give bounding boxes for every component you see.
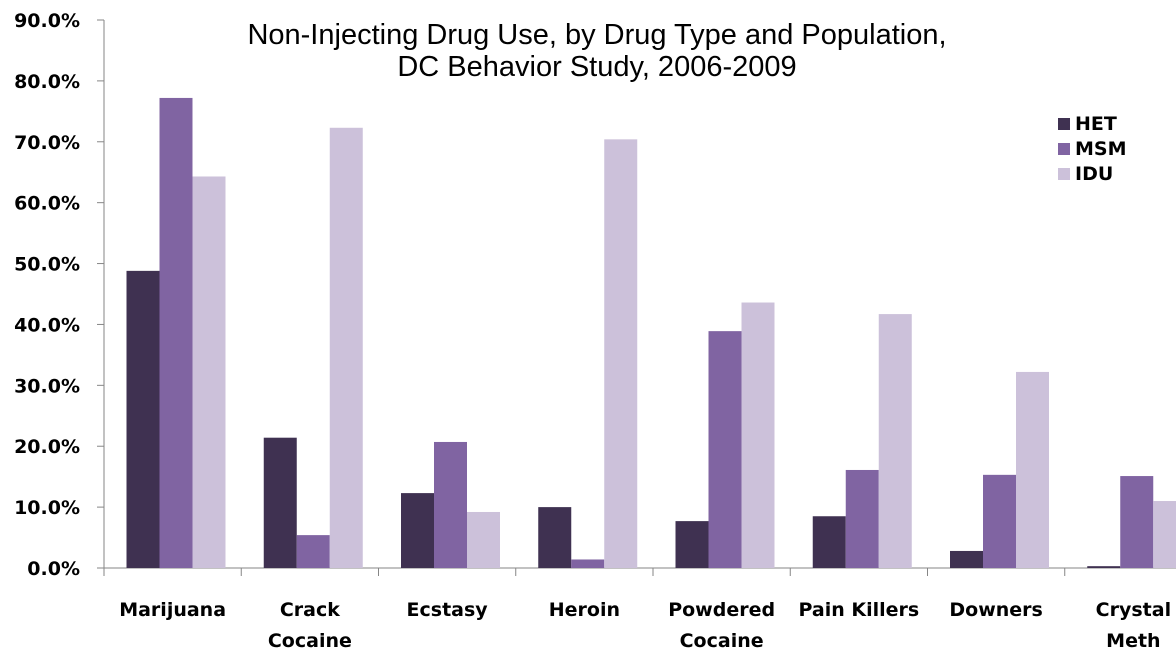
bar-het — [812, 516, 846, 568]
bar-msm — [296, 535, 330, 568]
bar-idu — [604, 139, 638, 568]
legend-label-msm: MSM — [1075, 138, 1127, 160]
y-tick-label: 70.0% — [14, 132, 80, 154]
bar-idu — [1016, 371, 1049, 568]
x-tick-label: Powdered Cocaine — [668, 599, 775, 652]
x-tick-label: Pain Killers — [799, 599, 920, 621]
legend-swatch-het — [1058, 118, 1070, 130]
legend-label-het: HET — [1075, 113, 1117, 135]
bar-idu — [741, 302, 775, 568]
legend-swatch-idu — [1058, 168, 1070, 180]
bar-msm — [434, 441, 467, 568]
bar-het — [538, 507, 572, 568]
x-tick-label: Ecstasy — [407, 599, 489, 621]
legend-label-idu: IDU — [1075, 163, 1113, 185]
y-tick-label: 60.0% — [14, 193, 80, 215]
bar-het — [401, 493, 434, 568]
bar-het — [1087, 566, 1121, 568]
legend-swatch-msm — [1058, 143, 1070, 155]
bar-msm — [983, 474, 1016, 568]
y-tick-label: 30.0% — [14, 375, 80, 397]
bar-msm — [845, 469, 879, 568]
bar-idu — [467, 511, 500, 568]
bar-het — [675, 521, 709, 568]
x-tick-label: Heroin — [549, 599, 620, 621]
x-tick-label: Marijuana — [119, 599, 226, 621]
bar-idu — [1153, 501, 1176, 568]
y-tick-label: 20.0% — [14, 436, 80, 458]
x-tick-labels: Marijuana Crack Cocaine Ecstasy Heroin Powder… — [119, 599, 1171, 652]
y-tick-label: 80.0% — [14, 71, 80, 93]
bar-idu — [329, 127, 363, 569]
y-tick-label: 50.0% — [14, 254, 80, 276]
y-tick-label: 10.0% — [14, 497, 80, 519]
chart-title: Non-Injecting Drug Use, by Drug Type and… — [247, 19, 946, 83]
bar-het — [263, 437, 297, 568]
bar-msm — [708, 331, 742, 568]
x-tick-label: Crystal Meth — [1096, 599, 1171, 652]
bar-idu — [192, 176, 226, 569]
chart-title-line: DC Behavior Study, 2006-2009 — [397, 51, 796, 83]
bar-het — [950, 550, 983, 568]
x-tick-label: Crack Cocaine — [268, 599, 352, 652]
y-tick-label: 90.0% — [14, 10, 80, 32]
legend: HET MSM IDU — [1058, 113, 1127, 185]
x-tick-label: Downers — [949, 599, 1042, 621]
bars — [126, 97, 1176, 569]
bar-msm — [159, 97, 193, 568]
bar-msm — [1120, 476, 1154, 568]
bar-idu — [878, 314, 912, 568]
axes: 0.0% 10.0% 20.0% 30.0% 40.0% 50.0% 60.0% 70.0% 8… — [14, 10, 1176, 580]
y-tick-label: 0.0% — [27, 558, 80, 580]
chart-title-line: Non-Injecting Drug Use, by Drug Type and… — [247, 19, 946, 51]
y-tick-label: 40.0% — [14, 314, 80, 336]
bar-het — [126, 270, 160, 568]
bar-msm — [571, 559, 605, 568]
